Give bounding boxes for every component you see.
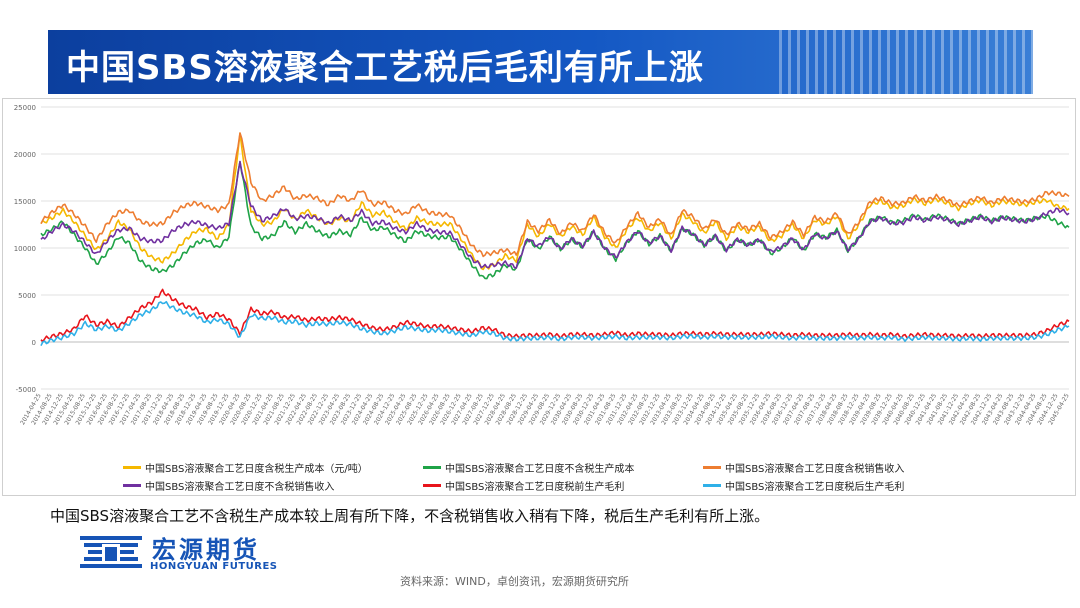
legend-label: 中国SBS溶液聚合工艺日度含税生产成本（元/吨） [145, 463, 368, 475]
title-bar: 中国SBS溶液聚合工艺税后毛利有所上涨 [48, 30, 1033, 94]
y-tick-label: -5000 [16, 386, 36, 394]
legend-label: 中国SBS溶液聚合工艺日度税前生产毛利 [445, 481, 625, 493]
y-tick-label: 0 [32, 339, 36, 347]
series-line-4 [40, 160, 1070, 269]
legend-swatch [703, 483, 721, 487]
legend-label: 中国SBS溶液聚合工艺日度税后生产毛利 [725, 481, 905, 493]
series-line-6 [40, 300, 1070, 347]
source-note: 资料来源：WIND，卓创资讯，宏源期货研究所 [400, 575, 629, 588]
logo-chinese-name: 宏源期货 [152, 536, 260, 564]
legend-label: 中国SBS溶液聚合工艺日度不含税销售收入 [145, 481, 335, 493]
legend-swatch [423, 465, 441, 469]
legend-item-4: 中国SBS溶液聚合工艺日度不含税销售收入 [123, 477, 334, 493]
series-line-3 [40, 132, 1070, 258]
legend-item-5: 中国SBS溶液聚合工艺日度税前生产毛利 [423, 477, 624, 493]
legend-item-1: 中国SBS溶液聚合工艺日度含税生产成本（元/吨） [123, 459, 368, 475]
chart-legend: 中国SBS溶液聚合工艺日度含税生产成本（元/吨） 中国SBS溶液聚合工艺日度不含税… [123, 459, 1063, 493]
series-line-2 [40, 160, 1070, 280]
series-line-1 [40, 132, 1070, 271]
legend-swatch [703, 465, 721, 469]
legend-swatch [123, 483, 141, 487]
legend-item-6: 中国SBS溶液聚合工艺日度税后生产毛利 [703, 477, 904, 493]
legend-item-3: 中国SBS溶液聚合工艺日度含税销售收入 [703, 459, 904, 475]
y-tick-label: 25000 [14, 104, 36, 112]
y-tick-label: 20000 [14, 151, 36, 159]
company-logo: 宏源期货 HONGYUAN FUTURES [80, 530, 310, 576]
title-stripes-decoration [773, 30, 1033, 94]
legend-swatch [423, 483, 441, 487]
legend-label: 中国SBS溶液聚合工艺日度不含税生产成本 [445, 463, 635, 475]
y-tick-label: 15000 [14, 198, 36, 206]
line-chart: 2500020000150001000050000-50002014-04-25… [14, 104, 1071, 426]
legend-swatch [123, 465, 141, 469]
legend-label: 中国SBS溶液聚合工艺日度含税销售收入 [725, 463, 905, 475]
logo-mark-icon [80, 536, 142, 568]
chart-container: 25000 20000 15000 10000 5000 0 -5000 2014-04-25… [2, 98, 1076, 496]
y-tick-label: 10000 [14, 245, 36, 253]
legend-item-2: 中国SBS溶液聚合工艺日度不含税生产成本 [423, 459, 634, 475]
logo-english-name: HONGYUAN FUTURES [150, 561, 278, 572]
slide-title: 中国SBS溶液聚合工艺税后毛利有所上涨 [66, 48, 704, 88]
summary-text: 中国SBS溶液聚合工艺不含税生产成本较上周有所下降，不含税销售收入稍有下降，税后… [50, 507, 770, 525]
y-tick-label: 5000 [18, 292, 36, 300]
